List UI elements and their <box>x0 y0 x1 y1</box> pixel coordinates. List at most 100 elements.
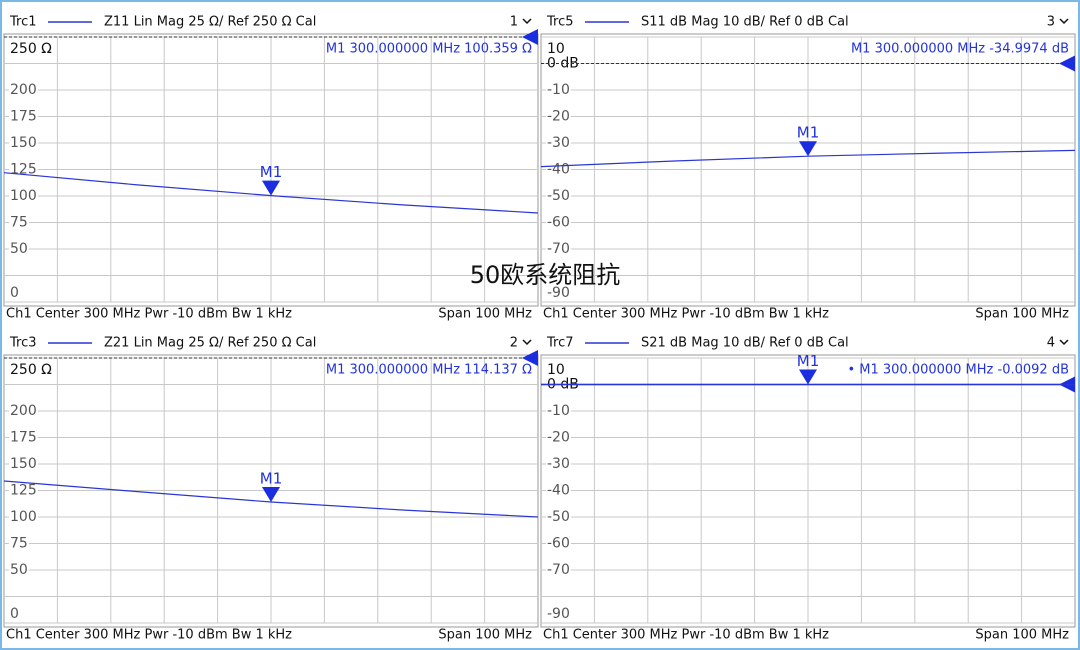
y-tick-label: 75 <box>10 536 28 552</box>
footer-settings: Ch1 Center 300 MHz Pwr -10 dBm Bw 1 kHz <box>6 307 292 322</box>
marker-readout: M1 300.000000 MHz 114.137 Ω <box>326 363 532 378</box>
y-tick-label: 250 Ω <box>10 41 52 57</box>
y-tick-label-bg <box>9 188 38 204</box>
y-tick-label: -90 <box>547 285 570 301</box>
marker-label: M1 <box>260 163 283 181</box>
marker-label: M1 <box>797 352 820 370</box>
y-tick-label: -90 <box>547 606 570 622</box>
y-tick-label: 10 <box>547 362 565 378</box>
y-tick-label-bg <box>546 403 571 419</box>
y-tick-label: -30 <box>547 456 570 472</box>
y-tick-label: 150 <box>10 456 37 472</box>
y-tick-label-bg <box>9 456 38 472</box>
y-tick-label-bg <box>9 82 38 98</box>
y-tick-label: 75 <box>10 215 28 231</box>
annotation: 50欧系统阻抗 <box>470 261 621 289</box>
y-tick-label-bg <box>9 535 29 552</box>
footer-span: Span 100 MHz <box>438 628 532 643</box>
y-tick-label: -60 <box>547 536 570 552</box>
y-tick-label-bg <box>9 41 54 57</box>
y-tick-label-bg <box>9 108 38 125</box>
footer-settings: Ch1 Center 300 MHz Pwr -10 dBm Bw 1 kHz <box>543 307 829 322</box>
marker <box>262 487 280 503</box>
y-tick-label: -50 <box>547 188 570 204</box>
y-tick-label: -60 <box>547 215 570 231</box>
reference-indicator <box>1059 55 1075 72</box>
y-tick-label-bg <box>546 606 571 622</box>
window-chevron <box>522 18 532 25</box>
y-tick-label-bg <box>546 188 571 204</box>
footer-settings: Ch1 Center 300 MHz Pwr -10 dBm Bw 1 kHz <box>543 628 829 643</box>
y-tick-label: 150 <box>10 135 37 151</box>
y-tick-label-bg <box>9 429 38 446</box>
y-tick-label: 200 <box>10 82 37 98</box>
reference-indicator <box>522 350 538 366</box>
marker <box>799 141 817 157</box>
trace-name: Trc3 <box>9 336 37 351</box>
y-tick-label: 0 <box>10 285 19 301</box>
y-tick-label: 50 <box>10 241 28 257</box>
y-tick-label: -20 <box>547 109 570 125</box>
y-tick-label-bg <box>9 403 38 419</box>
y-tick-label: -10 <box>547 82 570 98</box>
y-tick-label: -70 <box>547 562 570 578</box>
y-tick-label: 10 <box>547 41 565 57</box>
y-tick-label-bg <box>9 135 38 151</box>
window-number: 4 <box>1047 336 1055 351</box>
y-tick-label-bg <box>546 285 571 301</box>
trace-name: Trc7 <box>546 336 574 351</box>
trace-name: Trc5 <box>546 15 574 30</box>
y-tick-label-bg <box>546 108 571 125</box>
y-tick-label: -10 <box>547 403 570 419</box>
y-tick-label: -30 <box>547 135 570 151</box>
y-tick-label: 125 <box>10 483 37 499</box>
y-tick-label-bg <box>546 562 571 578</box>
marker-readout: • M1 300.000000 MHz -0.0092 dB <box>847 363 1069 378</box>
reference-indicator <box>522 29 538 45</box>
marker-readout: M1 300.000000 MHz -34.9974 dB <box>851 42 1069 57</box>
y-tick-label: 100 <box>10 509 37 525</box>
trace-header: S11 dB Mag 10 dB/ Ref 0 dB Cal <box>641 15 849 30</box>
trace-header: Z21 Lin Mag 25 Ω/ Ref 250 Ω Cal <box>104 336 316 351</box>
y-tick-label: -70 <box>547 241 570 257</box>
y-tick-label-bg <box>546 456 571 472</box>
y-tick-label: -40 <box>547 162 570 178</box>
trace-header: S21 dB Mag 10 dB/ Ref 0 dB Cal <box>641 336 849 351</box>
y-tick-label: 250 Ω <box>10 362 52 378</box>
marker-readout: M1 300.000000 MHz 100.359 Ω <box>326 42 532 57</box>
y-tick-label-bg <box>546 509 571 525</box>
y-tick-label: 175 <box>10 109 37 125</box>
y-tick-label: -40 <box>547 483 570 499</box>
y-tick-label-bg <box>546 82 571 98</box>
footer-span: Span 100 MHz <box>975 307 1069 322</box>
window-chevron <box>1059 339 1069 346</box>
y-tick-label: -50 <box>547 509 570 525</box>
y-tick-label-bg <box>546 535 571 552</box>
y-tick-label-bg <box>9 362 54 378</box>
y-tick-label-bg <box>9 482 38 499</box>
window-number: 3 <box>1047 15 1055 30</box>
y-tick-label-bg <box>546 241 571 257</box>
y-tick-label: 0 <box>10 606 19 622</box>
y-tick-label: -20 <box>547 430 570 446</box>
y-tick-label-bg <box>546 135 571 151</box>
marker-label: M1 <box>797 124 820 142</box>
y-tick-label-bg <box>9 606 20 622</box>
window-chevron <box>1059 18 1069 25</box>
trace-header: Z11 Lin Mag 25 Ω/ Ref 250 Ω Cal <box>104 15 316 30</box>
trace-name: Trc1 <box>9 15 37 30</box>
window-number: 2 <box>510 336 518 351</box>
y-tick-label-bg <box>546 362 566 378</box>
y-tick-label-bg <box>546 214 571 231</box>
y-tick-label: 50 <box>10 562 28 578</box>
footer-span: Span 100 MHz <box>975 628 1069 643</box>
y-tick-label-bg <box>9 509 38 525</box>
y-tick-label: 100 <box>10 188 37 204</box>
footer-span: Span 100 MHz <box>438 307 532 322</box>
y-tick-label-bg <box>9 241 29 257</box>
y-tick-label-bg <box>546 482 571 499</box>
y-tick-label: 175 <box>10 430 37 446</box>
y-tick-label-bg <box>546 429 571 446</box>
y-tick-label-bg <box>9 214 29 231</box>
